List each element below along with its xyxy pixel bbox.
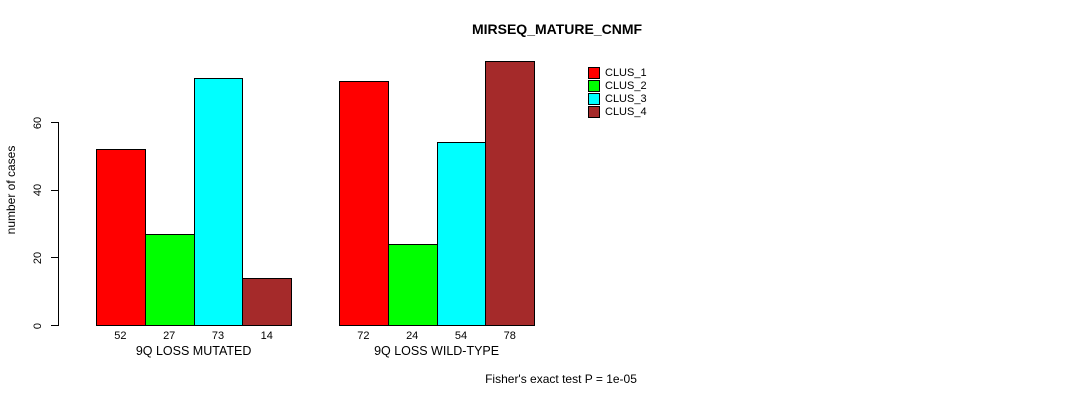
bar-value-label: 54 xyxy=(454,330,468,342)
y-axis-label: number of cases xyxy=(4,145,18,235)
bar-clus_4 xyxy=(242,277,293,326)
legend-item-label: CLUS_3 xyxy=(605,92,647,105)
bar-clus_1 xyxy=(339,81,389,326)
bar-value-label: 72 xyxy=(357,330,370,342)
group-label: 9Q LOSS WILD-TYPE xyxy=(374,344,500,358)
legend-swatch-icon xyxy=(588,105,600,118)
legend-swatch-icon xyxy=(588,79,600,92)
legend-item-label: CLUS_1 xyxy=(605,66,647,79)
y-axis-tick xyxy=(51,325,58,326)
bar-value-label: 78 xyxy=(503,330,516,342)
legend-item-label: CLUS_4 xyxy=(605,105,647,118)
y-axis-tick xyxy=(51,122,58,123)
y-axis-tick xyxy=(51,257,58,259)
y-axis-tick-label: 0 xyxy=(32,322,44,329)
bar-value-label: 27 xyxy=(163,330,176,342)
bar-clus_3 xyxy=(193,78,244,326)
bar-value-label: 52 xyxy=(114,330,127,342)
legend-item-clus_2: CLUS_2 xyxy=(588,79,647,92)
bar-clus_3 xyxy=(436,142,487,326)
footer-annotation: Fisher's exact test P = 1e-05 xyxy=(485,372,637,386)
chart-title: MIRSEQ_MATURE_CNMF xyxy=(471,21,643,37)
legend-swatch-icon xyxy=(588,92,600,105)
legend-swatch-icon xyxy=(588,66,600,79)
y-axis-tick-label: 20 xyxy=(32,251,44,264)
bar-value-label: 14 xyxy=(260,330,273,342)
legend-item-clus_3: CLUS_3 xyxy=(588,92,647,105)
y-axis-tick xyxy=(51,189,58,191)
legend-item-clus_1: CLUS_1 xyxy=(588,66,647,79)
group-label: 9Q LOSS MUTATED xyxy=(135,344,252,358)
bar-clus_1 xyxy=(96,149,146,326)
bar-clus_2 xyxy=(144,233,195,326)
bar-value-label: 73 xyxy=(211,330,225,342)
y-axis-line xyxy=(58,122,59,326)
legend-item-clus_4: CLUS_4 xyxy=(588,105,647,118)
bar-value-label: 24 xyxy=(406,330,419,342)
legend-item-label: CLUS_2 xyxy=(605,79,647,92)
bar-clus_2 xyxy=(387,243,438,326)
bar-clus_4 xyxy=(485,61,536,326)
y-axis-tick-label: 40 xyxy=(32,184,44,197)
legend: CLUS_1 CLUS_2 CLUS_3 CLUS_4 xyxy=(588,66,647,118)
y-axis-tick-label: 60 xyxy=(32,116,44,129)
